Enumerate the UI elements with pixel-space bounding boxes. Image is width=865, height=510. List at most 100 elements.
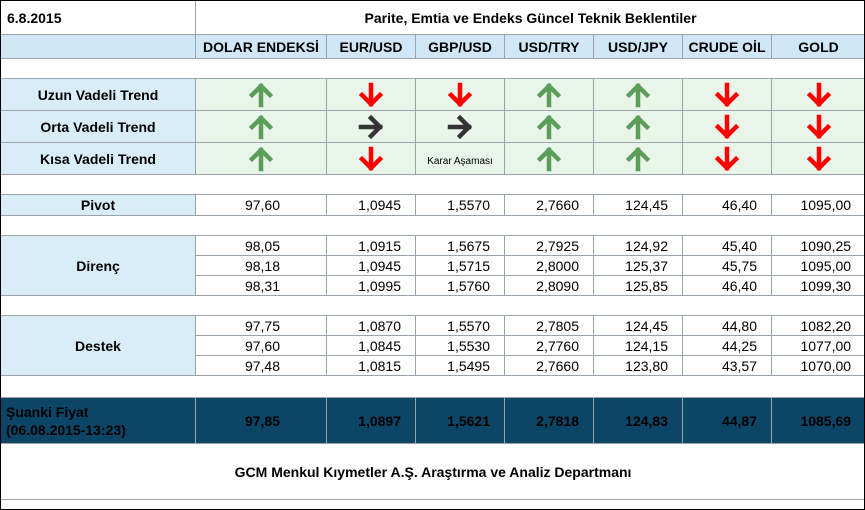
resistance-value: 98,05 bbox=[195, 235, 327, 256]
current-price-value: 1085,69 bbox=[770, 397, 865, 444]
trend-label: Uzun Vadeli Trend bbox=[0, 78, 196, 111]
col-dolar-endeksi: DOLAR ENDEKSİ bbox=[195, 34, 327, 59]
trend-cell bbox=[593, 78, 683, 111]
trend-cell bbox=[682, 142, 772, 175]
current-price-value: 2,7818 bbox=[504, 397, 594, 444]
report-title: Parite, Emtia ve Endeks Güncel Teknik Be… bbox=[194, 0, 865, 35]
col-crude-oil: CRUDE OİL bbox=[682, 34, 772, 59]
trend-cell bbox=[682, 78, 772, 111]
resistance-value: 1,5760 bbox=[415, 275, 505, 296]
spacer-row bbox=[0, 58, 865, 79]
down-icon bbox=[806, 82, 831, 107]
trend-cell bbox=[593, 110, 683, 143]
down-icon bbox=[714, 114, 740, 139]
spacer-row bbox=[0, 215, 865, 236]
trend-cell bbox=[195, 110, 327, 143]
resistance-value: 1099,30 bbox=[770, 275, 865, 296]
resistance-value: 45,40 bbox=[682, 235, 772, 256]
current-price-title: Şuanki Fiyat bbox=[6, 403, 89, 420]
up-icon bbox=[625, 114, 651, 139]
up-icon bbox=[625, 82, 651, 107]
support-value: 1,5495 bbox=[415, 355, 505, 376]
pivot-value: 46,40 bbox=[682, 194, 772, 216]
support-value: 1,5570 bbox=[415, 315, 505, 336]
trend-cell bbox=[770, 110, 865, 143]
resistance-value: 1,0995 bbox=[326, 275, 416, 296]
trend-cell bbox=[770, 78, 865, 111]
down-icon bbox=[714, 146, 740, 171]
down-icon bbox=[714, 82, 740, 107]
up-icon bbox=[536, 114, 562, 139]
trend-cell bbox=[326, 142, 416, 175]
trend-cell bbox=[504, 142, 594, 175]
right-icon bbox=[358, 114, 384, 139]
support-value: 1070,00 bbox=[770, 355, 865, 376]
support-value: 1,0845 bbox=[326, 335, 416, 356]
resistance-value: 45,75 bbox=[682, 255, 772, 276]
down-icon bbox=[806, 146, 831, 171]
trend-cell bbox=[770, 142, 865, 175]
resistance-value: 1,5715 bbox=[415, 255, 505, 276]
current-price-label: Şuanki Fiyat (06.08.2015-13:23) bbox=[0, 397, 196, 444]
col-gold: GOLD bbox=[770, 34, 865, 59]
down-icon bbox=[806, 114, 831, 139]
up-icon bbox=[536, 82, 562, 107]
spacer-row bbox=[0, 375, 865, 398]
resistance-value: 2,7925 bbox=[504, 235, 594, 256]
trend-cell bbox=[195, 78, 327, 111]
pivot-label: Pivot bbox=[0, 194, 196, 216]
support-value: 124,45 bbox=[593, 315, 683, 336]
current-price-value: 124,83 bbox=[593, 397, 683, 444]
down-icon bbox=[358, 146, 384, 171]
decision-phase-text: Karar Aşaması bbox=[427, 155, 493, 167]
pivot-value: 1,5570 bbox=[415, 194, 505, 216]
pivot-value: 1,0945 bbox=[326, 194, 416, 216]
footer-department: GCM Menkul Kıymetler A.Ş. Araştırma ve A… bbox=[0, 443, 865, 500]
support-value: 43,57 bbox=[682, 355, 772, 376]
resistance-value: 98,18 bbox=[195, 255, 327, 276]
down-icon bbox=[447, 82, 473, 107]
up-icon bbox=[248, 146, 274, 171]
support-value: 2,7760 bbox=[504, 335, 594, 356]
col-usdjpy: USD/JPY bbox=[593, 34, 683, 59]
support-value: 1082,20 bbox=[770, 315, 865, 336]
resistance-value: 125,37 bbox=[593, 255, 683, 276]
trend-cell bbox=[415, 78, 505, 111]
resistance-value: 125,85 bbox=[593, 275, 683, 296]
support-value: 97,60 bbox=[195, 335, 327, 356]
resistance-label: Direnç bbox=[0, 235, 196, 296]
resistance-value: 1095,00 bbox=[770, 255, 865, 276]
resistance-value: 2,8090 bbox=[504, 275, 594, 296]
spacer-row bbox=[0, 295, 865, 316]
support-value: 1,0815 bbox=[326, 355, 416, 376]
resistance-value: 1,5675 bbox=[415, 235, 505, 256]
current-price-value: 1,0897 bbox=[326, 397, 416, 444]
resistance-value: 46,40 bbox=[682, 275, 772, 296]
support-value: 44,80 bbox=[682, 315, 772, 336]
trend-cell bbox=[682, 110, 772, 143]
pivot-value: 124,45 bbox=[593, 194, 683, 216]
trend-cell bbox=[326, 78, 416, 111]
trend-cell bbox=[195, 142, 327, 175]
support-value: 2,7660 bbox=[504, 355, 594, 376]
up-icon bbox=[248, 114, 274, 139]
resistance-value: 2,8000 bbox=[504, 255, 594, 276]
current-price-value: 1,5621 bbox=[415, 397, 505, 444]
trend-cell bbox=[326, 110, 416, 143]
pivot-value: 2,7660 bbox=[504, 194, 594, 216]
support-value: 44,25 bbox=[682, 335, 772, 356]
current-price-value: 97,85 bbox=[195, 397, 327, 444]
col-usdtry: USD/TRY bbox=[504, 34, 594, 59]
down-icon bbox=[358, 82, 384, 107]
trend-cell bbox=[593, 142, 683, 175]
report-date: 6.8.2015 bbox=[0, 0, 196, 35]
current-price-value: 44,87 bbox=[682, 397, 772, 444]
trend-cell bbox=[504, 110, 594, 143]
support-value: 124,15 bbox=[593, 335, 683, 356]
trend-cell bbox=[415, 110, 505, 143]
resistance-value: 124,92 bbox=[593, 235, 683, 256]
support-value: 1,5530 bbox=[415, 335, 505, 356]
up-icon bbox=[536, 146, 562, 171]
support-label: Destek bbox=[0, 315, 196, 376]
